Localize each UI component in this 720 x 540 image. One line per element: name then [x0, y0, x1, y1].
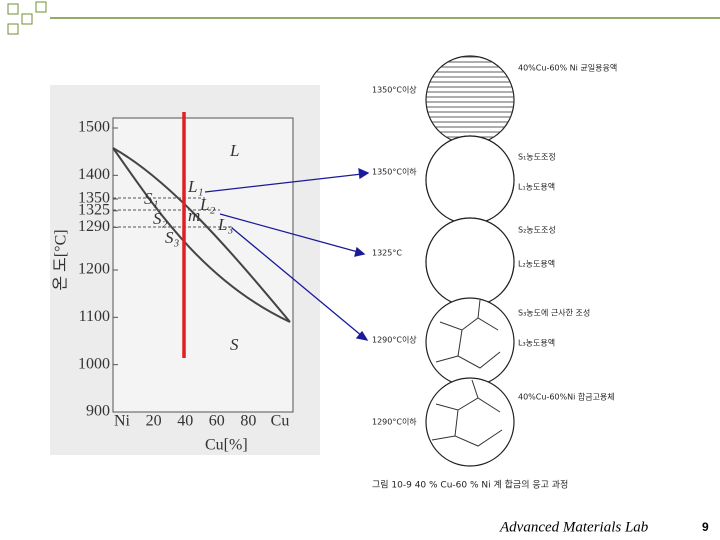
- y-tick-label: 1290: [78, 218, 110, 235]
- microstructures: [425, 55, 515, 467]
- stage-temperature: 1350°C이하: [372, 167, 417, 177]
- region-label: L₃: [217, 215, 233, 234]
- caption: 그림 10-9 40 % Cu-60 % Ni 계 합금의 응고 과정: [372, 479, 568, 491]
- stage-note: 40%Cu-60% Ni 균일용융액: [518, 63, 617, 73]
- region-label: S₁: [144, 189, 158, 208]
- x-tick-label: 40: [177, 413, 193, 430]
- y-tick-label: 1000: [78, 355, 110, 372]
- region-label: S₂: [153, 209, 168, 228]
- stage-note: L₂농도용액: [518, 259, 555, 269]
- x-tick-label: 20: [146, 413, 162, 430]
- region-label: L₂: [199, 195, 215, 214]
- y-tick-label: 1100: [79, 308, 110, 325]
- footer-lab: Advanced Materials Lab: [499, 519, 649, 535]
- stage-note: S₁농도조정: [518, 152, 556, 162]
- x-axis-label: Cu[%]: [205, 437, 248, 454]
- region-label: L₁: [187, 177, 203, 196]
- y-tick-label: 900: [86, 403, 110, 420]
- stage-labels: 1350°C이상 40%Cu-60% Ni 균일용융액 1350°C이하 S₁농도조정…: [372, 63, 617, 427]
- stage-temperature: 1290°C이상: [372, 335, 417, 345]
- y-tick-label: 1325: [78, 202, 110, 219]
- arrows: [204, 167, 370, 341]
- x-tick-label: 80: [240, 413, 256, 430]
- y-axis-label: 온 도[°C]: [52, 229, 70, 290]
- x-tick-label: Cu: [271, 413, 290, 430]
- y-tick-label: 1500: [78, 119, 110, 136]
- stage-temperature: 1350°C이상: [372, 85, 417, 95]
- region-label: L: [229, 141, 239, 160]
- stage-note: S₃농도에 근사한 조성: [518, 309, 590, 318]
- stage-note: 40%Cu-60%Ni 합금고용체: [518, 392, 615, 402]
- region-label: S₃: [165, 228, 180, 247]
- slide-decoration: [7, 1, 720, 35]
- y-tick-label: 1200: [78, 261, 110, 278]
- page-number: 9: [702, 520, 709, 534]
- x-tick-label: Ni: [114, 413, 131, 430]
- x-tick-label: 60: [209, 413, 225, 430]
- region-label: m: [188, 206, 200, 225]
- stage-note: S₂농도조성: [518, 226, 556, 235]
- region-label: S: [230, 335, 239, 354]
- stage-temperature: 1290°C이하: [372, 417, 417, 427]
- stage-temperature: 1325°C: [372, 249, 402, 258]
- y-tick-label: 1400: [78, 166, 110, 183]
- stage-note: L₁농도용액: [518, 182, 555, 192]
- y-tick-label: 1350: [78, 190, 110, 207]
- stage-note: L₃농도용액: [518, 338, 555, 348]
